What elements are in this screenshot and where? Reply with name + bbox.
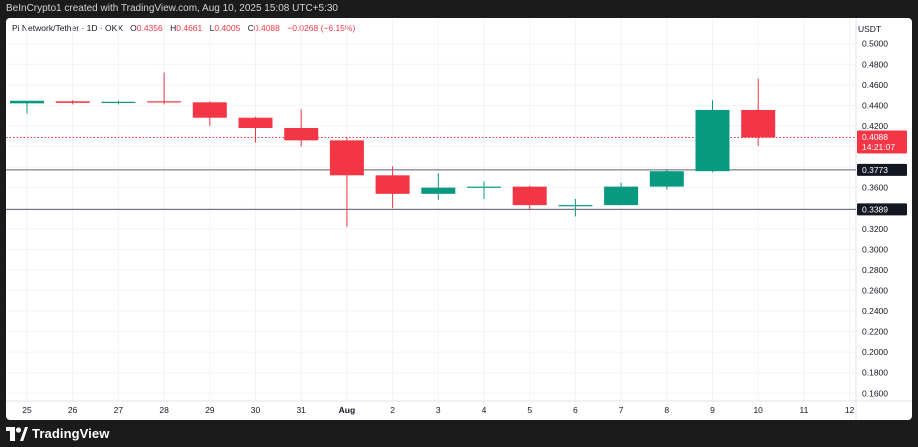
chart-panel[interactable]: Pi Network/Tether · 1D · OKX O0.4356 H0.… [6, 18, 912, 420]
x-tick-label: 4 [482, 405, 487, 415]
open-label: O [130, 23, 137, 33]
y-tick-label: 0.4800 [862, 59, 888, 69]
symbol-legend: Pi Network/Tether · 1D · OKX O0.4356 H0.… [12, 23, 360, 33]
low-label: L [209, 23, 215, 33]
candle-body [604, 186, 639, 206]
y-tick-label: 0.3200 [862, 224, 888, 234]
footer: TradingView [0, 420, 918, 447]
chart-credit: BeInCrypto1 created with TradingView.com… [6, 3, 338, 14]
countdown-label: 14:21:07 [862, 142, 895, 152]
x-tick-label: 10 [753, 405, 763, 415]
support-price-tag [857, 203, 907, 216]
y-tick-label: 0.2400 [862, 306, 888, 316]
x-tick-label: 3 [436, 405, 441, 415]
x-tick-label: 6 [573, 405, 578, 415]
x-tick-label: 9 [710, 405, 715, 415]
candle-body [55, 101, 90, 103]
currency-label: USDT [858, 24, 882, 34]
y-tick-label: 0.4200 [862, 121, 888, 131]
x-tick-label: Aug [339, 405, 356, 415]
tradingview-logo-icon [6, 426, 28, 441]
y-tick-label: 0.4600 [862, 80, 888, 90]
candlestick-chart[interactable]: 0.50000.48000.46000.44000.42000.40000.38… [6, 18, 912, 420]
x-tick-label: 8 [664, 405, 669, 415]
y-tick-label: 0.2000 [862, 347, 888, 357]
x-tick-label: 5 [527, 405, 532, 415]
y-tick-label: 0.2600 [862, 285, 888, 295]
candle-body [649, 171, 684, 187]
candle-body [147, 101, 182, 103]
x-tick-label: 27 [114, 405, 124, 415]
last-price-tag [857, 130, 907, 154]
open-value: 0.4356 [136, 23, 163, 33]
candle-body [512, 186, 547, 206]
symbol-title: Pi Network/Tether · 1D · OKX [12, 23, 124, 33]
candle-body [10, 100, 44, 104]
x-tick-label: 11 [799, 405, 808, 415]
candle-body [558, 205, 593, 207]
y-tick-label: 0.4400 [862, 100, 888, 110]
candle-body [101, 101, 136, 104]
y-tick-label: 0.3000 [862, 244, 888, 254]
y-tick-label: 0.2800 [862, 265, 888, 275]
x-tick-label: 25 [22, 405, 32, 415]
support-price-label: 0.3773 [862, 165, 888, 175]
x-tick-label: 31 [296, 405, 306, 415]
candle-body [741, 109, 776, 138]
x-tick-label: 30 [251, 405, 261, 415]
support-price-tag [857, 163, 907, 176]
candle-body [329, 140, 364, 176]
candle-body [284, 128, 319, 141]
y-tick-label: 0.1600 [862, 388, 888, 398]
high-value: 0.4661 [176, 23, 203, 33]
x-tick-label: 7 [619, 405, 624, 415]
change-value: −0.0268 (−6.15%) [287, 23, 356, 33]
y-tick-label: 0.5000 [862, 39, 888, 49]
x-tick-label: 12 [845, 405, 855, 415]
close-label: C [247, 23, 254, 33]
y-tick-label: 0.2200 [862, 327, 888, 337]
low-value: 0.4005 [214, 23, 241, 33]
x-tick-label: 29 [205, 405, 215, 415]
candle-body [421, 187, 456, 194]
y-tick-label: 0.1800 [862, 368, 888, 378]
x-tick-label: 2 [390, 405, 395, 415]
x-tick-label: 26 [68, 405, 78, 415]
candle-body [467, 186, 501, 188]
candle-body [238, 117, 273, 129]
candle-body [695, 109, 730, 172]
last-price-label: 0.4088 [862, 132, 888, 142]
tradingview-brand: TradingView [32, 426, 110, 441]
y-tick-label: 0.3600 [862, 183, 888, 193]
support-price-label: 0.3389 [862, 204, 888, 214]
candle-body [375, 175, 410, 194]
candle-body [192, 102, 227, 118]
high-label: H [170, 23, 177, 33]
x-tick-label: 28 [159, 405, 169, 415]
close-value: 0.4088 [253, 23, 280, 33]
